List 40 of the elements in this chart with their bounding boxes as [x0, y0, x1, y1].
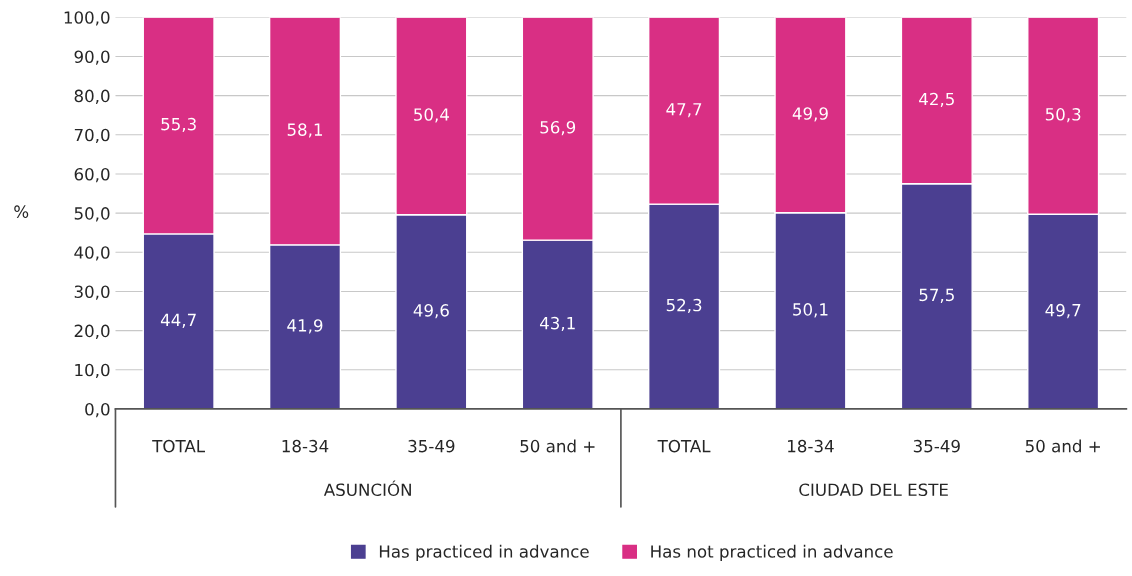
x-tick-label: TOTAL	[152, 439, 205, 453]
y-tick-label: 70,0	[74, 128, 110, 144]
data-label: 56,9	[540, 120, 576, 136]
y-tick-label: 40,0	[74, 246, 110, 261]
x-tick-label: 18-34	[788, 439, 834, 453]
y-tick-label: 0,0	[85, 402, 110, 418]
y-tick-label: 80,0	[74, 89, 110, 104]
data-label: 41,9	[287, 319, 323, 334]
x-tick-label: 35-49	[408, 439, 455, 453]
legend-label: Has practiced in advance	[379, 544, 589, 561]
data-label: 49,9	[792, 107, 828, 122]
data-label: 43,1	[539, 316, 575, 332]
data-label: 49,6	[413, 304, 449, 319]
data-label: 42,5	[919, 92, 954, 108]
data-label: 57,5	[919, 288, 954, 303]
y-tick-label: 60,0	[74, 167, 110, 183]
text: ASUNCIÓN	[323, 480, 411, 497]
data-label: 52,3	[666, 298, 702, 314]
y-tick-label: 100,0	[64, 11, 110, 26]
y-tick-label: 50,0	[74, 207, 110, 222]
text: CIUDAD DEL ESTE	[799, 483, 948, 497]
y-axis-title: %	[14, 205, 29, 218]
y-tick-label: 10,0	[75, 363, 110, 379]
x-tick-label: 35-49	[913, 439, 960, 453]
y-tick-label: 90,0	[74, 50, 110, 65]
data-label: 50,1	[793, 303, 828, 318]
x-tick-label: 50 and +	[1025, 439, 1100, 453]
data-label: 58,1	[287, 123, 323, 138]
data-label: 49,7	[1045, 303, 1081, 319]
x-tick-label: 18-34	[282, 439, 329, 453]
x-tick-label: TOTAL	[657, 439, 711, 453]
legend-label: Has not practiced in advance	[651, 544, 893, 561]
data-label: 50,3	[1045, 108, 1081, 123]
data-label: 44,7	[160, 313, 196, 328]
data-label: 47,7	[666, 103, 702, 118]
y-tick-label: 20,0	[74, 324, 110, 339]
y-tick-label: 30,0	[74, 285, 110, 300]
data-label: 50,4	[414, 108, 449, 123]
x-tick-label: 50 and +	[520, 439, 595, 453]
data-label: 55,3	[161, 117, 196, 133]
